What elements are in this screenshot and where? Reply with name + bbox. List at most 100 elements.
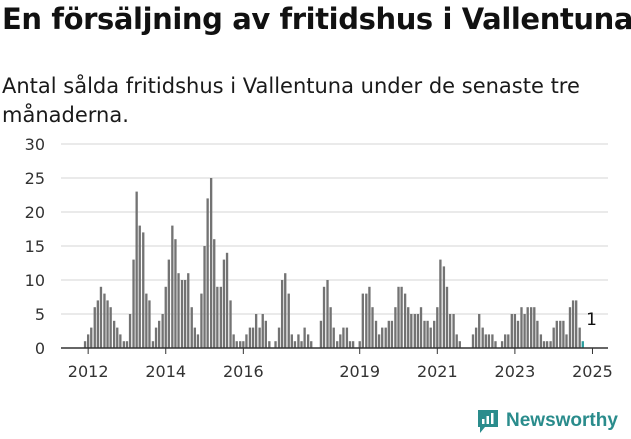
bar — [300, 341, 303, 348]
bar — [578, 327, 581, 348]
bar — [539, 334, 543, 348]
bar — [93, 307, 96, 348]
bar — [206, 198, 209, 348]
bar — [510, 314, 513, 348]
bar — [419, 307, 423, 348]
bar — [500, 341, 504, 348]
bar — [229, 300, 232, 348]
bar — [410, 314, 413, 348]
bar — [161, 314, 164, 348]
bar — [549, 341, 552, 348]
x-tick-label: 2025 — [572, 362, 613, 381]
bar — [504, 334, 507, 348]
bar — [403, 293, 407, 348]
bar — [232, 334, 235, 348]
x-tick-label: 2021 — [417, 362, 458, 381]
bar — [455, 334, 458, 348]
bar — [562, 320, 565, 348]
bar — [571, 300, 575, 348]
bar — [193, 327, 197, 348]
bar — [433, 320, 436, 348]
bar — [351, 341, 355, 348]
bar — [394, 307, 397, 348]
bar — [484, 334, 487, 348]
bar — [526, 307, 529, 348]
x-tick-label: 2012 — [68, 362, 109, 381]
bar — [445, 286, 449, 348]
bar — [154, 327, 158, 348]
bar — [180, 280, 184, 348]
bar — [187, 273, 190, 348]
bar — [342, 327, 345, 348]
bar — [83, 341, 87, 348]
bar — [145, 293, 148, 348]
bar — [439, 259, 442, 348]
bar — [287, 293, 290, 348]
bar — [374, 320, 378, 348]
bar — [390, 320, 394, 348]
bar — [442, 266, 446, 348]
bar — [261, 314, 264, 348]
bar — [536, 320, 539, 348]
bar — [478, 314, 481, 348]
bar — [242, 341, 245, 348]
bar — [167, 259, 171, 348]
bar — [339, 334, 342, 348]
chart-title: En försäljning av fritidshus i Vallentun… — [2, 2, 631, 36]
bar — [487, 334, 491, 348]
bar — [164, 286, 167, 348]
bar — [545, 341, 549, 348]
bar — [413, 314, 416, 348]
latest-value-label: 1 — [586, 310, 597, 330]
bar — [290, 334, 293, 348]
bar — [90, 327, 93, 348]
bar — [277, 327, 281, 348]
bar — [203, 246, 206, 348]
bar — [481, 327, 484, 348]
bar — [135, 191, 138, 348]
y-tick-label: 25 — [25, 169, 45, 188]
bar — [448, 314, 452, 348]
bar — [216, 286, 219, 348]
bar — [458, 341, 461, 348]
bar — [371, 307, 374, 348]
bar — [332, 327, 335, 348]
bar — [248, 327, 252, 348]
bar — [174, 239, 177, 348]
bar — [96, 300, 100, 348]
bar — [245, 334, 248, 348]
bar — [416, 314, 420, 348]
bar — [239, 341, 242, 348]
y-tick-label: 20 — [25, 203, 45, 222]
bar — [533, 307, 536, 348]
bar — [151, 341, 155, 348]
bar — [128, 314, 132, 348]
y-tick-label: 30 — [25, 135, 45, 154]
bar — [336, 341, 339, 348]
bar — [171, 225, 174, 348]
bar — [99, 286, 103, 348]
bar — [568, 307, 572, 348]
bar — [523, 314, 526, 348]
bar — [254, 314, 258, 348]
chart-subtitle: Antal sålda fritidshus i Vallentuna unde… — [2, 74, 580, 127]
bar — [264, 320, 267, 348]
bar — [196, 334, 200, 348]
bar — [423, 320, 426, 348]
bar — [426, 320, 429, 348]
bar-latest — [581, 341, 584, 348]
bar — [268, 341, 271, 348]
bar — [122, 341, 126, 348]
bar — [494, 341, 497, 348]
x-tick-label: 2016 — [223, 362, 264, 381]
bar — [106, 300, 109, 348]
bar — [358, 341, 361, 348]
bar — [322, 286, 326, 348]
bar — [274, 341, 277, 348]
bar — [452, 314, 455, 348]
bar — [436, 307, 439, 348]
bar — [293, 341, 297, 348]
bar — [520, 307, 523, 348]
bar — [384, 327, 387, 348]
bar — [555, 320, 558, 348]
